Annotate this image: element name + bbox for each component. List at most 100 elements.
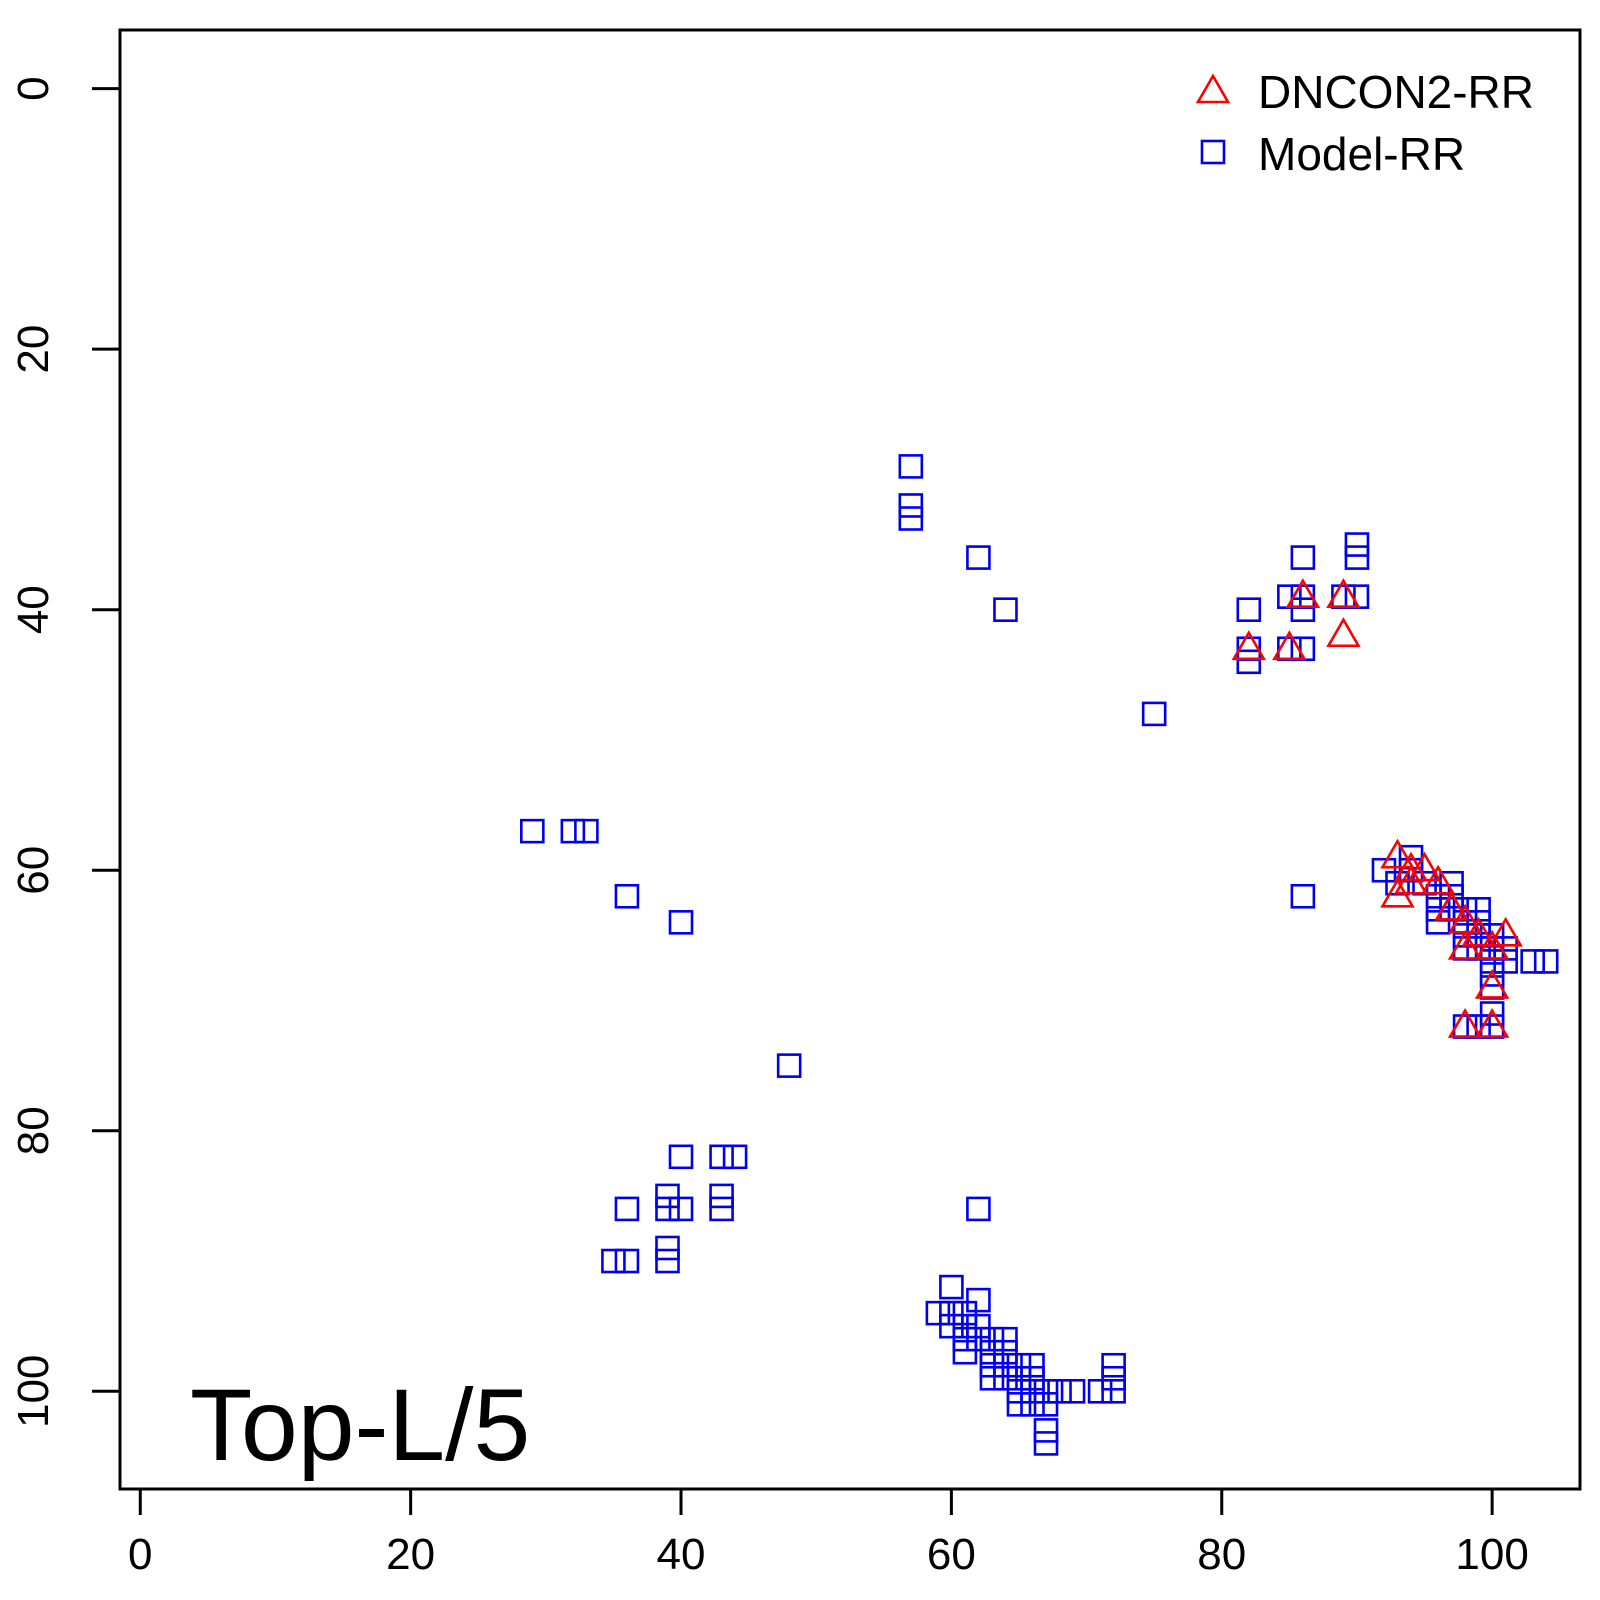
x-tick-label: 60 xyxy=(927,1530,976,1579)
model-rr-point xyxy=(993,597,1018,622)
x-tick-label: 40 xyxy=(657,1530,706,1579)
x-tick-label: 100 xyxy=(1455,1530,1528,1579)
model-rr-point xyxy=(1033,1378,1059,1404)
model-rr-point xyxy=(1020,1365,1045,1391)
model-rr-point xyxy=(709,1144,734,1170)
model-rr-point xyxy=(655,1196,680,1222)
series-triangle xyxy=(1231,578,1523,1038)
model-rr-point xyxy=(1290,545,1316,570)
model-rr-point xyxy=(668,1144,694,1170)
model-rr-point xyxy=(952,1326,978,1352)
model-rr-point xyxy=(1033,1431,1059,1456)
dncon2-rr-point xyxy=(1488,916,1523,947)
model-rr-point xyxy=(966,1196,991,1222)
legend-marker-triangle xyxy=(1195,73,1231,104)
model-rr-point xyxy=(1344,532,1370,557)
model-rr-point xyxy=(1020,1378,1045,1404)
model-rr-point xyxy=(979,1326,1005,1352)
model-rr-point xyxy=(993,1339,1018,1365)
data-points xyxy=(520,454,1559,1456)
model-rr-point xyxy=(952,1300,978,1326)
model-rr-point xyxy=(1033,1392,1059,1417)
model-rr-point xyxy=(520,818,545,844)
model-rr-point xyxy=(1006,1378,1032,1404)
model-rr-point xyxy=(979,1365,1005,1391)
model-rr-point xyxy=(1493,949,1518,974)
model-rr-point xyxy=(668,910,694,935)
y-tick-label: 0 xyxy=(9,76,58,100)
y-tick-label: 60 xyxy=(9,846,58,895)
model-rr-point xyxy=(614,1196,640,1222)
dncon2-rr-point xyxy=(1407,851,1442,882)
model-rr-point xyxy=(655,1235,680,1261)
x-tick-label: 20 xyxy=(386,1530,435,1579)
model-rr-point xyxy=(574,818,599,844)
x-tick-label: 80 xyxy=(1197,1530,1246,1579)
model-rr-point xyxy=(614,1248,640,1274)
dncon2-rr-point xyxy=(1420,864,1456,895)
model-rr-point xyxy=(939,1300,964,1326)
y-tick-label: 80 xyxy=(9,1106,58,1155)
dncon2-rr-point xyxy=(1461,916,1496,947)
y-tick-label: 20 xyxy=(9,325,58,374)
dncon2-rr-point xyxy=(1285,578,1321,608)
model-rr-point xyxy=(709,1183,734,1209)
model-rr-point xyxy=(1006,1352,1032,1378)
model-rr-point xyxy=(1479,962,1505,987)
model-rr-point xyxy=(993,1326,1018,1352)
model-rr-point xyxy=(655,1248,680,1274)
y-axis: 0 20 40 60 80 100 xyxy=(9,76,122,1428)
model-rr-point xyxy=(601,1248,626,1274)
dncon2-rr-point xyxy=(1231,630,1267,661)
model-rr-point xyxy=(1344,545,1370,570)
dncon2-rr-point xyxy=(1474,1007,1510,1038)
model-rr-point xyxy=(1533,949,1559,974)
legend-label: DNCON2-RR xyxy=(1258,66,1534,118)
model-rr-point xyxy=(966,1326,991,1352)
model-rr-point xyxy=(979,1352,1005,1378)
dncon2-rr-point xyxy=(1380,838,1415,869)
model-rr-point xyxy=(979,1339,1005,1365)
model-rr-point xyxy=(898,493,924,518)
model-rr-point xyxy=(952,1313,978,1339)
model-rr-point xyxy=(1371,857,1397,883)
model-rr-point xyxy=(1141,701,1167,727)
model-rr-point xyxy=(1020,1392,1045,1417)
model-rr-point xyxy=(709,1196,734,1222)
dncon2-rr-point xyxy=(1272,630,1307,661)
dncon2-rr-point xyxy=(1447,1007,1483,1038)
model-rr-point xyxy=(898,506,924,531)
model-rr-point xyxy=(1060,1378,1086,1404)
model-rr-point xyxy=(614,883,640,909)
model-rr-point xyxy=(655,1183,680,1209)
model-rr-point xyxy=(1020,1352,1045,1378)
dncon2-rr-point xyxy=(1326,617,1361,648)
model-rr-point xyxy=(1033,1418,1059,1443)
model-rr-point xyxy=(1290,597,1316,622)
dncon2-rr-point xyxy=(1474,968,1510,999)
x-tick-label: 0 xyxy=(128,1530,152,1579)
model-rr-point xyxy=(925,1300,951,1326)
plot-annotation: Top-L/5 xyxy=(190,1368,530,1482)
model-rr-point xyxy=(722,1144,748,1170)
legend-label: Model-RR xyxy=(1258,128,1465,180)
legend: DNCON2-RR Model-RR xyxy=(1195,66,1534,180)
model-rr-point xyxy=(898,454,924,479)
model-rr-point xyxy=(1520,949,1545,974)
model-rr-point xyxy=(939,1274,964,1300)
dncon2-rr-point xyxy=(1434,890,1469,921)
legend-marker-square xyxy=(1200,139,1226,165)
model-rr-point xyxy=(1101,1378,1126,1404)
dncon2-rr-point xyxy=(1326,578,1361,608)
model-rr-point xyxy=(1006,1365,1032,1391)
y-tick-label: 100 xyxy=(9,1355,58,1428)
model-rr-point xyxy=(1479,1001,1505,1026)
model-rr-point xyxy=(668,1196,694,1222)
model-rr-point xyxy=(966,1287,991,1313)
model-rr-point xyxy=(1236,597,1262,622)
model-rr-point xyxy=(1439,883,1464,909)
model-rr-point xyxy=(776,1053,802,1078)
x-axis: 0 20 40 60 80 100 xyxy=(128,1487,1529,1579)
